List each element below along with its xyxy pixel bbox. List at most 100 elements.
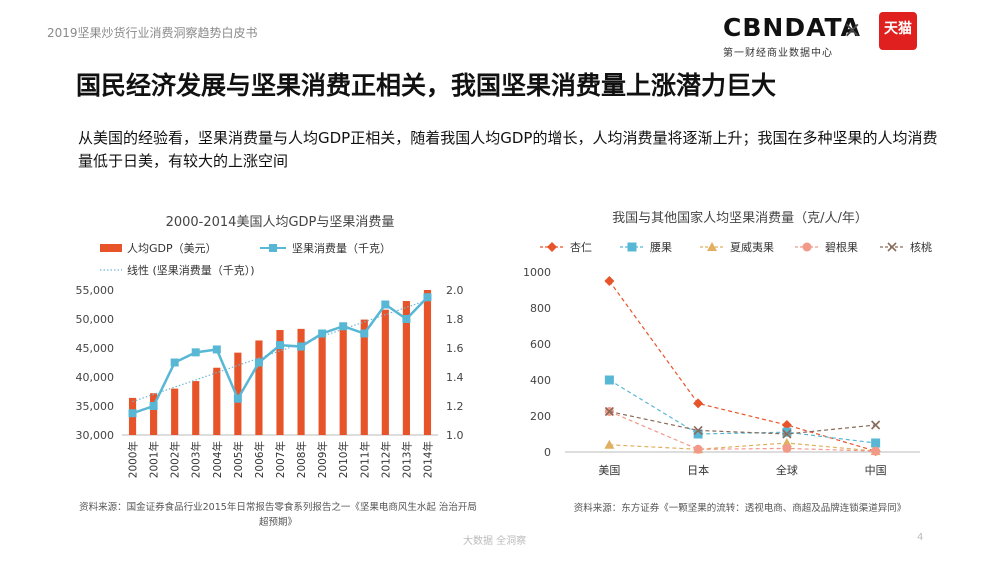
gdp-bar — [339, 327, 347, 435]
series-point — [693, 429, 703, 439]
series-line — [608, 280, 876, 452]
y-tick-label: 400 — [530, 374, 551, 387]
x-stroke — [871, 420, 881, 430]
x-tick-label: 2004年 — [211, 441, 224, 478]
legend-label: 腰果 — [650, 241, 672, 254]
left-tick-label: 55,000 — [76, 284, 115, 297]
right-tick-label: 1.4 — [446, 371, 464, 384]
country-nut-chart: 我国与其他国家人均坚果消费量（克/人/年） 杏仁 腰果 夏威夷果 碧根果 核桃 1000 80… — [523, 210, 932, 477]
x-stroke — [887, 242, 897, 252]
series-line — [609, 442, 876, 452]
consumption-point — [149, 402, 158, 410]
series-point — [871, 420, 881, 430]
tmall-logo: 天猫 — [879, 12, 917, 50]
series-line — [609, 410, 876, 452]
series-point — [604, 276, 615, 286]
gdp-bar — [255, 340, 263, 435]
series-point — [693, 425, 703, 435]
x-tick-label: 2001年 — [148, 441, 161, 478]
consumption-point — [339, 322, 348, 331]
gdp-bar — [360, 319, 368, 435]
y-tick-label: 200 — [530, 410, 551, 423]
trend-line — [132, 299, 428, 403]
left-tick-label: 30,000 — [76, 429, 115, 442]
gdp-bar — [297, 328, 305, 435]
consumption-point — [423, 293, 432, 302]
series-point — [604, 406, 614, 417]
x-tick-label: 2008年 — [295, 441, 308, 478]
x-stroke — [693, 425, 703, 435]
x-tick-label: 2011年 — [358, 441, 371, 478]
x-tick-label: 全球 — [776, 463, 798, 477]
x-tick-label: 2009年 — [316, 441, 329, 478]
series-point — [781, 420, 792, 430]
series-line — [609, 410, 876, 435]
series-point — [693, 444, 703, 454]
gdp-bar — [171, 388, 179, 435]
gdp-bar — [423, 290, 432, 435]
legend-bar-label: 人均GDP（美元） — [127, 242, 217, 255]
consumption-point — [128, 409, 137, 418]
x-tick-label: 2005年 — [232, 441, 245, 478]
right-tick-label: 1.6 — [446, 342, 464, 355]
left-tick-label: 35,000 — [76, 400, 115, 413]
x-tick-label: 2012年 — [379, 441, 392, 478]
slide-title: 国民经济发展与坚果消费正相关，我国坚果消费量上涨潜力巨大 — [76, 71, 777, 100]
y-tick-label: 600 — [530, 338, 551, 351]
right-tick-label: 2.0 — [446, 284, 464, 297]
x-tick-label: 2007年 — [274, 441, 287, 478]
collab-x-icon: × — [843, 18, 862, 43]
x-tick-label: 2002年 — [169, 441, 182, 478]
chart1-title: 2000-2014美国人均GDP与坚果消费量 — [166, 215, 395, 230]
series-point — [693, 398, 704, 409]
series-point — [871, 446, 881, 456]
legend-trend-label: 线性 (坚果消费量（千克）) — [127, 263, 255, 277]
legend-marker — [627, 242, 637, 252]
x-stroke — [782, 429, 792, 439]
series-point — [782, 443, 792, 453]
report-title: 2019坚果炒货行业消费洞察趋势白皮书 — [47, 26, 258, 40]
consumption-point — [170, 358, 179, 367]
legend-marker — [707, 242, 717, 251]
x-tick-label: 日本 — [687, 463, 709, 477]
gdp-bar — [234, 352, 242, 435]
legend-marker — [887, 242, 897, 252]
x-tick-label: 2010年 — [337, 441, 350, 478]
legend-label: 核桃 — [910, 240, 932, 254]
series-point — [782, 427, 792, 437]
cbndata-logo: CBNDATA 第一财经商业数据中心 — [723, 13, 861, 60]
x-tick-label: 2000年 — [127, 441, 140, 478]
consumption-point — [402, 315, 411, 323]
y-tick-label: 1000 — [523, 266, 551, 279]
consumption-point — [381, 300, 390, 309]
y-tick-label: 0 — [544, 446, 551, 459]
source-left: 资料来源：国金证券食品行业2015年日常报告零食系列报告之一《坚果电商风生水起 … — [79, 502, 477, 528]
legend-bar-swatch — [100, 244, 122, 252]
x-tick-label: 2003年 — [190, 441, 203, 478]
series-point — [782, 429, 792, 439]
legend-marker — [547, 242, 557, 252]
series-line — [609, 379, 876, 444]
consumption-point — [276, 341, 284, 350]
page-number: 4 — [917, 532, 924, 543]
legend-label: 碧根果 — [825, 240, 858, 254]
gdp-bar — [318, 336, 326, 435]
y-tick-label: 800 — [530, 302, 551, 315]
legend-line-label: 坚果消费量（千克） — [292, 241, 391, 255]
legend-line-marker — [269, 244, 277, 252]
consumption-point — [254, 358, 263, 367]
consumption-point — [233, 394, 242, 403]
gdp-bar — [192, 381, 200, 435]
brand-subtitle: 第一财经商业数据中心 — [723, 48, 833, 59]
x-tick-label: 2013年 — [400, 441, 413, 478]
x-tick-label: 2006年 — [253, 441, 266, 478]
series-point — [604, 375, 614, 385]
consumption-point — [318, 329, 327, 338]
footer-text: 大数据 全洞察 — [463, 536, 527, 547]
gdp-bar — [276, 330, 284, 435]
left-tick-label: 45,000 — [76, 342, 115, 355]
brand-name: CBNDATA — [723, 13, 861, 42]
gdp-bar — [150, 393, 158, 435]
x-stroke — [604, 406, 614, 417]
